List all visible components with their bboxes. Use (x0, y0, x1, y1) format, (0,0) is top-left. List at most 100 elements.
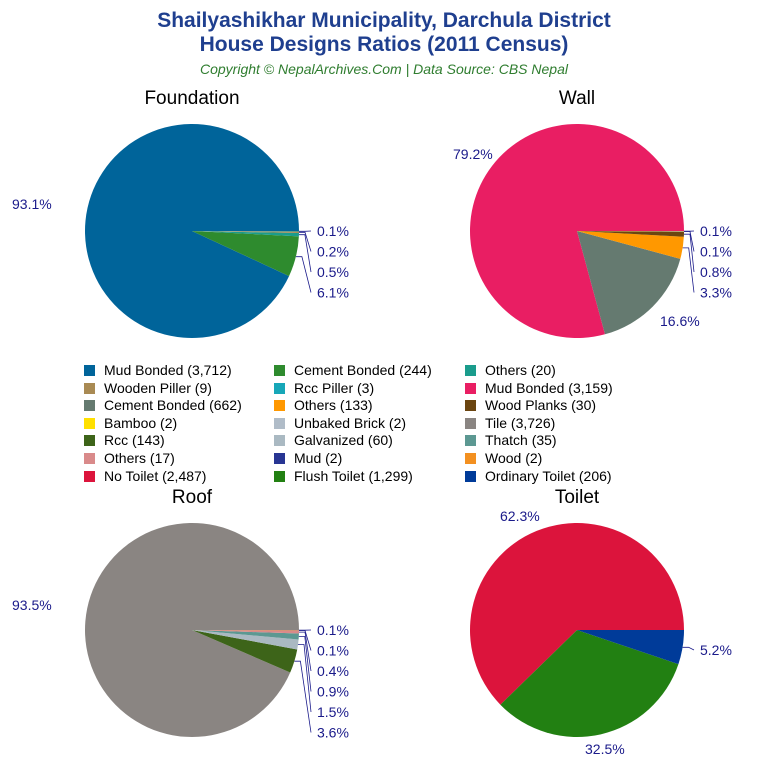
legend-item: Tile (3,726) (465, 415, 555, 432)
slice-label: 6.1% (317, 285, 349, 301)
leader-line (299, 231, 312, 252)
legend-swatch (84, 417, 95, 429)
pie-title: Foundation (144, 88, 239, 109)
leader-line (682, 646, 695, 651)
leader-line (294, 660, 312, 733)
legend-item: Wood Planks (30) (465, 397, 596, 414)
pie-slice (192, 231, 299, 234)
legend-swatch (274, 417, 285, 429)
legend-item: Galvanized (60) (274, 432, 393, 449)
legend-swatch (465, 417, 476, 429)
legend-label: Others (133) (294, 397, 373, 414)
legend-label: Tile (3,726) (485, 414, 556, 431)
legend-label: Mud Bonded (3,712) (104, 362, 232, 378)
legend-label: Rcc Piller (3) (294, 379, 375, 396)
leader-line (682, 247, 695, 293)
legend-swatch (84, 365, 95, 376)
slice-label: 79.2% (453, 146, 493, 162)
legend-label: Wood Planks (30) (485, 397, 597, 414)
legend-swatch (274, 365, 285, 376)
legend-item: Bamboo (2) (84, 415, 177, 432)
pie-title: Wall (559, 88, 595, 109)
legend-label: Ordinary Toilet (206) (485, 467, 612, 484)
legend-item: Cement Bonded (662) (84, 397, 242, 414)
slice-label: 32.5% (585, 741, 625, 757)
leader-line (298, 636, 312, 692)
pie-slice (192, 630, 299, 650)
pie-slice (192, 231, 300, 232)
slice-label: 1.5% (317, 704, 349, 720)
pie-slice (84, 522, 299, 737)
leader-line (298, 644, 312, 713)
legend-label: Others (17) (104, 450, 175, 466)
legend-item: Ordinary Toilet (206) (465, 468, 612, 485)
legend-swatch (274, 382, 285, 394)
pie-slice (577, 231, 684, 259)
legend-item: Mud Bonded (3,712) (84, 362, 232, 379)
leader-line (295, 256, 312, 293)
legend-swatch (84, 453, 95, 464)
legend-label: Wooden Piller (9) (104, 379, 212, 396)
slice-label: 0.1% (700, 244, 732, 260)
slice-label: 0.5% (317, 264, 349, 280)
chart-title-line2: House Designs Ratios (2011 Census) (199, 33, 569, 56)
pie-slice (192, 231, 299, 237)
legend-swatch (465, 400, 476, 412)
legend-label: No Toilet (2,487) (104, 467, 207, 484)
pie-slice (192, 630, 298, 673)
pie-slice (192, 231, 299, 277)
slice-label: 0.1% (700, 223, 732, 239)
leader-line (684, 233, 695, 273)
pie-slice (577, 231, 684, 237)
legend-label: Galvanized (60) (294, 432, 393, 449)
legend-label: Mud (2) (294, 450, 343, 466)
slice-label: 5.2% (700, 642, 732, 658)
legend-item: Unbaked Brick (2) (274, 415, 406, 432)
pie-slice (577, 231, 681, 335)
slice-label: 16.6% (660, 313, 700, 329)
legend-label: Rcc (143) (104, 432, 165, 449)
pie-slice (469, 523, 684, 705)
legend-item: Thatch (35) (465, 432, 557, 449)
slice-label: 0.2% (317, 244, 349, 260)
legend-item: Mud Bonded (3,159) (465, 380, 613, 397)
legend-item: Rcc (143) (84, 432, 165, 449)
pie-slice (577, 630, 684, 665)
pie-slice (192, 630, 299, 634)
slice-label: 3.6% (317, 725, 349, 741)
legend-item: Cement Bonded (244) (274, 362, 432, 379)
legend-item: Wooden Piller (9) (84, 380, 212, 397)
legend-item: Others (133) (274, 397, 373, 414)
legend-swatch (465, 470, 476, 482)
slice-label: 0.1% (317, 622, 349, 638)
legend-label: Cement Bonded (244) (294, 362, 432, 378)
legend-swatch (465, 435, 476, 447)
legend-swatch (84, 382, 95, 394)
slice-label: 3.3% (700, 285, 732, 301)
legend-swatch (274, 470, 285, 482)
legend-item: Mud (2) (274, 450, 342, 467)
legend-item: Flush Toilet (1,299) (274, 468, 413, 485)
slice-label: 0.1% (317, 223, 349, 239)
leader-line (684, 231, 695, 252)
legend-item: Wood (2) (465, 450, 542, 467)
slice-label: 62.3% (500, 508, 540, 524)
legend-item: Others (17) (84, 450, 175, 467)
legend-swatch (84, 400, 95, 412)
legend-label: Wood (2) (485, 450, 543, 466)
chart-subtitle: Copyright © NepalArchives.Com | Data Sou… (200, 61, 568, 77)
pie-slice (500, 630, 679, 737)
pie-slice (577, 231, 685, 232)
pie-slice (469, 123, 684, 338)
pie-title: Toilet (555, 487, 600, 508)
legend-label: Thatch (35) (485, 432, 557, 449)
leader-line (299, 631, 312, 672)
legend-item: No Toilet (2,487) (84, 468, 206, 485)
legend-label: Mud Bonded (3,159) (485, 379, 613, 396)
slice-label: 0.8% (700, 264, 732, 280)
legend-swatch (84, 470, 95, 482)
leader-line (298, 234, 312, 273)
legend-swatch (84, 435, 95, 447)
legend-label: Unbaked Brick (2) (294, 414, 407, 431)
